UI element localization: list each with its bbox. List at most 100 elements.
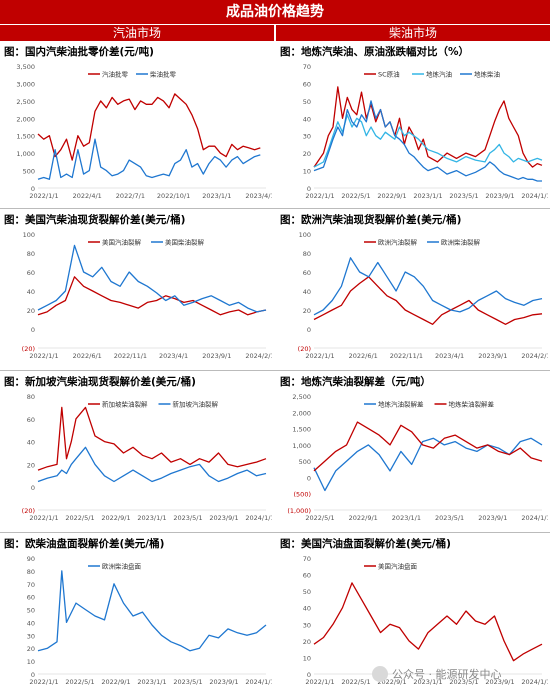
chart-panel-europe-diesel-futures: 图：欧柴油盘面裂解价差(美元/桶) 90 80 70 60 50 40 30 20 10 0 202… xyxy=(2,536,272,692)
y-tick-label: 60 xyxy=(303,572,311,580)
y-tick-label: 40 xyxy=(303,115,311,123)
x-tick-label: 2023/1/1 xyxy=(413,192,442,200)
y-tick-label: 30 xyxy=(303,133,311,141)
chart-title: 图：国内汽柴油批零价差(元/吨) xyxy=(4,46,154,58)
legend-label: 地炼汽油 xyxy=(426,70,452,79)
row-divider xyxy=(0,370,550,371)
y-tick-label: 20 xyxy=(27,461,35,469)
chart-panel-local-refinery-crack: 图：地炼汽柴油裂解差（元/吨） 2,500 2,000 1,500 1,000 500 0… xyxy=(278,374,548,529)
y-tick-label: 0 xyxy=(307,474,311,482)
series-line xyxy=(313,86,543,168)
x-tick-label: 2023/5/1 xyxy=(173,678,202,686)
wechat-icon xyxy=(372,666,388,682)
legend-label: 地炼汽油裂解差 xyxy=(378,400,424,409)
series-line xyxy=(37,138,261,180)
chart-title: 图：地炼汽柴油、原油涨跌幅对比（%） xyxy=(280,46,470,58)
y-tick-label: 40 xyxy=(27,619,35,627)
x-tick-label: 2022/5/1 xyxy=(341,192,370,200)
y-tick-label: 0 xyxy=(31,484,35,492)
column-header-diesel: 柴油市场 xyxy=(276,24,550,41)
legend-label: 新加坡柴油裂解 xyxy=(102,400,148,409)
x-tick-label: 2024/1/1 xyxy=(245,678,272,686)
x-tick-label: 2022/1/1 xyxy=(305,192,334,200)
legend-label: 美国汽油盘面 xyxy=(378,562,418,571)
x-tick-label: 2024/2/1 xyxy=(245,352,272,360)
x-tick-label: 2022/4/1 xyxy=(73,192,102,200)
x-tick-label: 2024/2/1 xyxy=(521,352,548,360)
chart-title: 图：美国汽柴油现货裂解价差(美元/桶) xyxy=(4,214,186,226)
y-tick-label: 60 xyxy=(27,269,35,277)
x-tick-label: 2023/9/1 xyxy=(202,352,231,360)
y-tick-label: 3,000 xyxy=(16,80,35,88)
x-tick-label: 2024/1/1 xyxy=(521,192,548,200)
y-tick-label: 0 xyxy=(307,671,311,679)
series-line xyxy=(37,93,261,161)
y-tick-label: (20) xyxy=(22,507,35,515)
x-tick-label: 2024/1/1 xyxy=(521,678,548,686)
chart-panel-us-crack: 图：美国汽柴油现货裂解价差(美元/桶) 100 80 60 40 20 0 (20) 2022… xyxy=(2,212,272,367)
x-tick-label: 2023/5/1 xyxy=(173,514,202,522)
chart-svg: 100 80 60 40 20 0 (20)2022/1/1 2022/6/1 2022/11/… xyxy=(22,231,272,360)
x-tick-label: 2022/9/1 xyxy=(101,514,130,522)
x-tick-label: 2022/11/1 xyxy=(390,352,423,360)
x-tick-label: 2023/5/1 xyxy=(435,514,464,522)
y-tick-label: 40 xyxy=(27,439,35,447)
legend-label: 欧洲柴油盘面 xyxy=(102,562,142,571)
watermark: 公众号 · 能源研发中心 xyxy=(372,666,502,682)
y-tick-label: 100 xyxy=(299,231,311,239)
y-tick-label: 20 xyxy=(303,307,311,315)
x-tick-label: 2023/9/1 xyxy=(209,678,238,686)
y-tick-label: 1,000 xyxy=(292,442,311,450)
legend-label: 欧洲柴油裂解 xyxy=(441,238,481,247)
x-tick-label: 2022/9/1 xyxy=(377,192,406,200)
chart-title: 图：美国汽油盘面裂解价差(美元/桶) xyxy=(280,538,451,550)
chart-panel-change-comparison: 图：地炼汽柴油、原油涨跌幅对比（%） 70 60 50 40 30 20 10 0 2022/1… xyxy=(278,44,548,204)
y-tick-label: (20) xyxy=(22,345,35,353)
y-tick-label: 0 xyxy=(307,185,311,193)
series-line xyxy=(37,570,267,652)
y-tick-label: 2,000 xyxy=(16,115,35,123)
legend-label: SC原油 xyxy=(378,70,400,79)
x-tick-label: 2022/1/1 xyxy=(29,192,58,200)
series-line xyxy=(313,114,543,168)
column-divider xyxy=(274,24,276,694)
y-tick-label: 50 xyxy=(27,607,35,615)
x-tick-label: 2022/10/1 xyxy=(157,192,190,200)
legend-label: 美国汽油裂解 xyxy=(102,238,142,247)
y-tick-label: (20) xyxy=(298,345,311,353)
y-tick-label: 50 xyxy=(303,588,311,596)
legend-label: 欧洲汽油裂解 xyxy=(378,238,418,247)
x-tick-label: 2024/1/1 xyxy=(521,514,548,522)
x-tick-label: 2022/5/1 xyxy=(65,678,94,686)
y-tick-label: (1,000) xyxy=(287,507,311,515)
chart-svg: 2,5002,0001,5001,0005000(500)(1,000)2022… xyxy=(287,393,548,522)
y-tick-label: 1,500 xyxy=(292,426,311,434)
legend-label: 地炼柴油 xyxy=(474,70,500,79)
x-tick-label: 2022/9/1 xyxy=(377,678,406,686)
y-tick-label: 0 xyxy=(31,326,35,334)
x-tick-label: 2023/4/1 xyxy=(245,192,272,200)
y-tick-label: 60 xyxy=(27,594,35,602)
legend-label: 地炼柴油裂解差 xyxy=(449,400,495,409)
x-tick-label: 2022/1/1 xyxy=(29,514,58,522)
legend-label: 柴油批零 xyxy=(150,70,177,79)
chart-panel-singapore-crack: 图：新加坡汽柴油现货裂解价差(美元/桶) 80 60 40 20 0 (20) 2022/1… xyxy=(2,374,272,529)
x-tick-label: 2022/5/1 xyxy=(341,678,370,686)
series-line xyxy=(313,100,542,182)
chart-title: 图：欧柴油盘面裂解价差(美元/桶) xyxy=(4,538,165,550)
series-line xyxy=(37,446,267,483)
chart-panel-retail-spread: 图：国内汽柴油批零价差(元/吨) 3,500 3,000 2,500 2,000 1,5… xyxy=(2,44,272,204)
x-tick-label: 2023/1/1 xyxy=(392,514,421,522)
x-tick-label: 2023/5/1 xyxy=(449,192,478,200)
y-tick-label: (500) xyxy=(294,491,311,499)
y-tick-label: 500 xyxy=(23,168,35,176)
x-tick-label: 2023/9/1 xyxy=(485,192,514,200)
series-line xyxy=(313,257,543,316)
y-tick-label: 70 xyxy=(303,555,311,563)
series-line xyxy=(313,582,543,662)
x-tick-label: 2023/9/1 xyxy=(478,352,507,360)
chart-title: 图：新加坡汽柴油现货裂解价差(美元/桶) xyxy=(4,376,196,388)
x-tick-label: 2023/5/1 xyxy=(449,678,478,686)
